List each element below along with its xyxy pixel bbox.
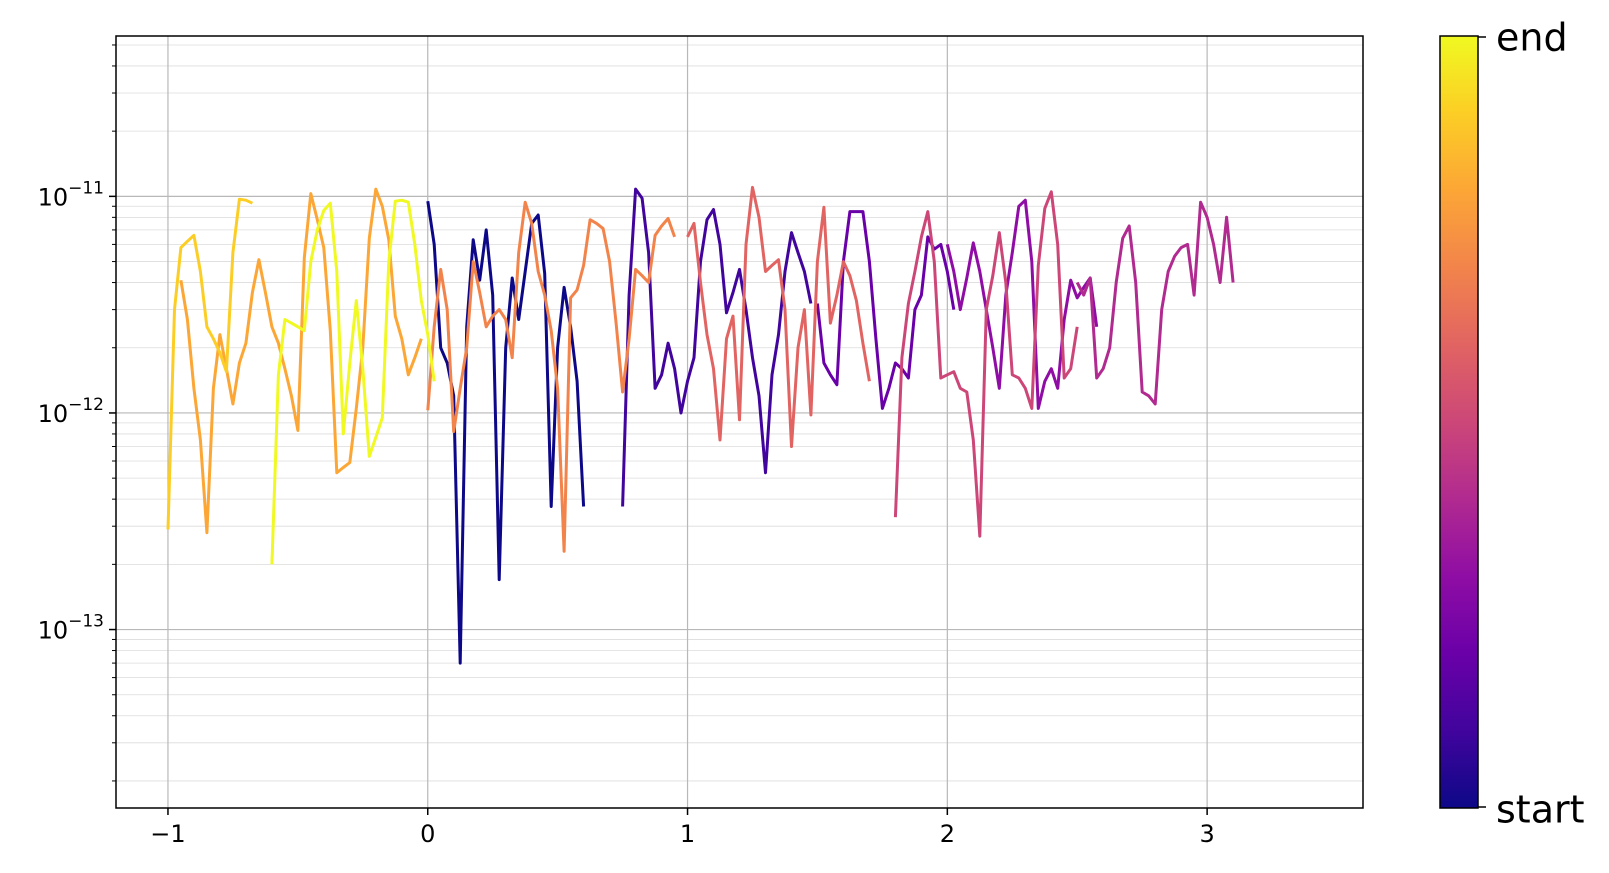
series-line-7 <box>426 200 677 553</box>
x-tick-label: −1 <box>150 820 185 848</box>
y-tick-label: 10−11 <box>38 178 104 211</box>
colorbar <box>1439 35 1479 809</box>
x-tick-label: 3 <box>1199 820 1214 848</box>
x-axis: −1 0 1 2 3 <box>150 808 1215 848</box>
plot-area <box>116 36 1363 808</box>
y-axis: 10−13 10−12 10−11 <box>38 44 116 782</box>
series-line-3 <box>945 198 1099 410</box>
x-tick-label: 1 <box>680 820 695 848</box>
series-line-1 <box>621 187 813 507</box>
x-tick-label: 2 <box>940 820 955 848</box>
colorbar-min-label: start <box>1496 788 1585 832</box>
series-layer <box>166 185 1235 665</box>
x-tick-label: 0 <box>420 820 435 848</box>
y-tick-label: 10−13 <box>38 612 104 645</box>
series-line-6 <box>686 185 871 448</box>
y-tick-label: 10−12 <box>38 395 104 428</box>
series-line-5 <box>893 190 1079 538</box>
plot-frame <box>115 35 1364 809</box>
series-line-9 <box>166 197 254 530</box>
colorbar-max-label: end <box>1496 16 1568 60</box>
major-grid <box>116 36 1363 808</box>
minor-grid <box>116 44 1363 782</box>
series-line-4 <box>1075 200 1235 406</box>
series-line-0 <box>426 200 586 665</box>
series-line-10 <box>270 198 436 565</box>
series-line-8 <box>179 187 423 535</box>
